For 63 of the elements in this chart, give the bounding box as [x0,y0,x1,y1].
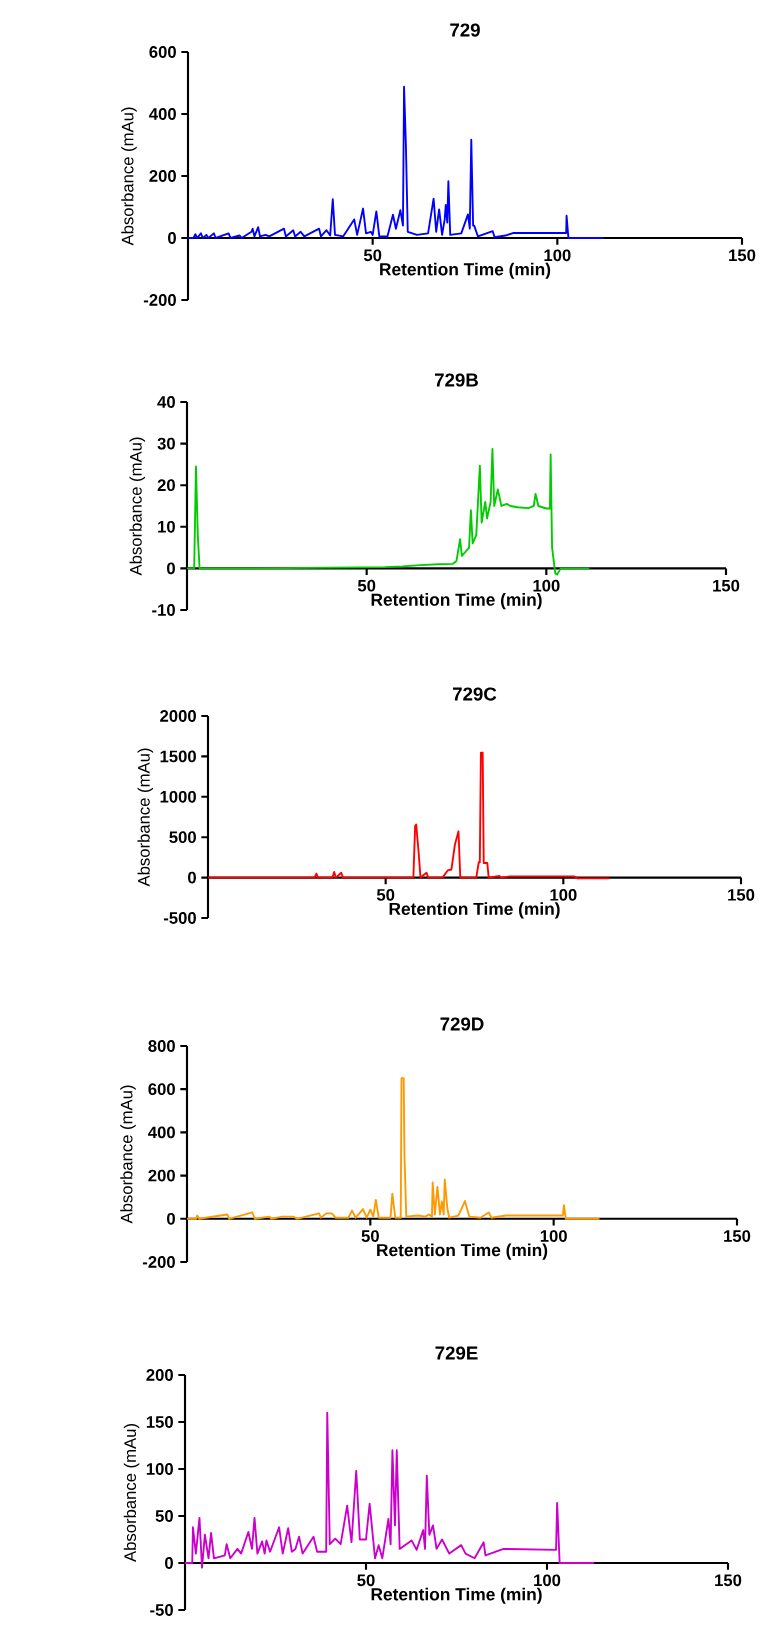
line-series [207,751,611,880]
y-axis-title: Absorbance (mAu) [120,1085,136,1224]
chart-title: 729 [450,23,480,37]
x-tick-label: 100 [544,249,571,262]
y-tick-label: 1500 [160,750,196,763]
x-tick-label: 100 [540,1230,567,1242]
x-axis-title: Retention Time (min) [377,1243,548,1260]
y-axis-title: Absorbance (mAu) [121,107,137,246]
y-tick-label: -50 [150,1604,173,1616]
y-tick-label: 1000 [160,790,196,803]
x-tick-label: 100 [534,1574,561,1587]
y-tick-label: 600 [148,1083,175,1096]
y-tick-label: 200 [148,1169,175,1182]
line-series [184,1411,595,1569]
x-axis-title: Retention Time (min) [371,593,542,610]
x-axis-title: Retention Time (min) [371,1587,542,1604]
y-tick-label: 400 [148,1126,175,1139]
line-series [186,448,591,576]
x-tick-label: 50 [361,1230,379,1242]
y-axis-title: Absorbance (mAu) [129,437,146,576]
y-tick-label: 150 [146,1416,173,1428]
y-tick-label: 600 [149,46,176,58]
chart-title: 729D [440,1017,484,1031]
y-tick-label: 200 [149,170,176,182]
y-tick-label: 0 [168,232,176,244]
x-tick-label: 100 [550,888,577,901]
y-tick-label: 500 [169,831,196,844]
y-tick-label: -200 [143,294,176,306]
y-axis-title: Absorbance (mAu) [137,748,154,887]
y-tick-label: 20 [157,479,175,492]
y-tick-label: 50 [155,1510,173,1522]
y-tick-label: 10 [158,520,175,533]
y-tick-label: 2000 [160,710,196,722]
x-tick-label: 150 [713,579,740,592]
x-tick-label: 150 [724,1230,751,1242]
y-tick-label: 30 [157,437,175,450]
x-tick-label: 50 [376,888,395,901]
y-tick-label: 800 [148,1040,175,1052]
chart-title: 729E [435,1346,478,1360]
line-series [186,1077,601,1220]
y-tick-label: 400 [149,108,176,120]
chart-title: 729C [452,687,497,701]
y-tick-label: 0 [165,1557,173,1569]
y-tick-label: 0 [167,1212,175,1225]
x-tick-label: 100 [533,579,560,592]
x-tick-label: 50 [357,579,376,592]
y-tick-label: -500 [163,912,196,924]
x-tick-label: 150 [729,249,756,262]
y-tick-label: 40 [157,396,175,408]
y-axis-title: Absorbance (mAu) [123,1424,140,1562]
x-axis-title: Retention Time (min) [380,262,551,279]
x-tick-label: 150 [715,1574,742,1587]
x-axis-title: Retention Time (min) [389,902,560,919]
y-tick-label: -200 [142,1256,175,1268]
y-tick-label: -10 [152,604,175,616]
y-tick-label: 0 [188,871,196,884]
x-tick-label: 150 [728,888,755,901]
x-tick-label: 50 [363,249,382,262]
x-tick-label: 50 [357,1574,375,1587]
y-tick-label: 200 [146,1369,173,1381]
y-tick-label: 0 [167,562,175,575]
y-tick-label: 100 [146,1463,173,1475]
chart-title: 729B [434,373,478,387]
